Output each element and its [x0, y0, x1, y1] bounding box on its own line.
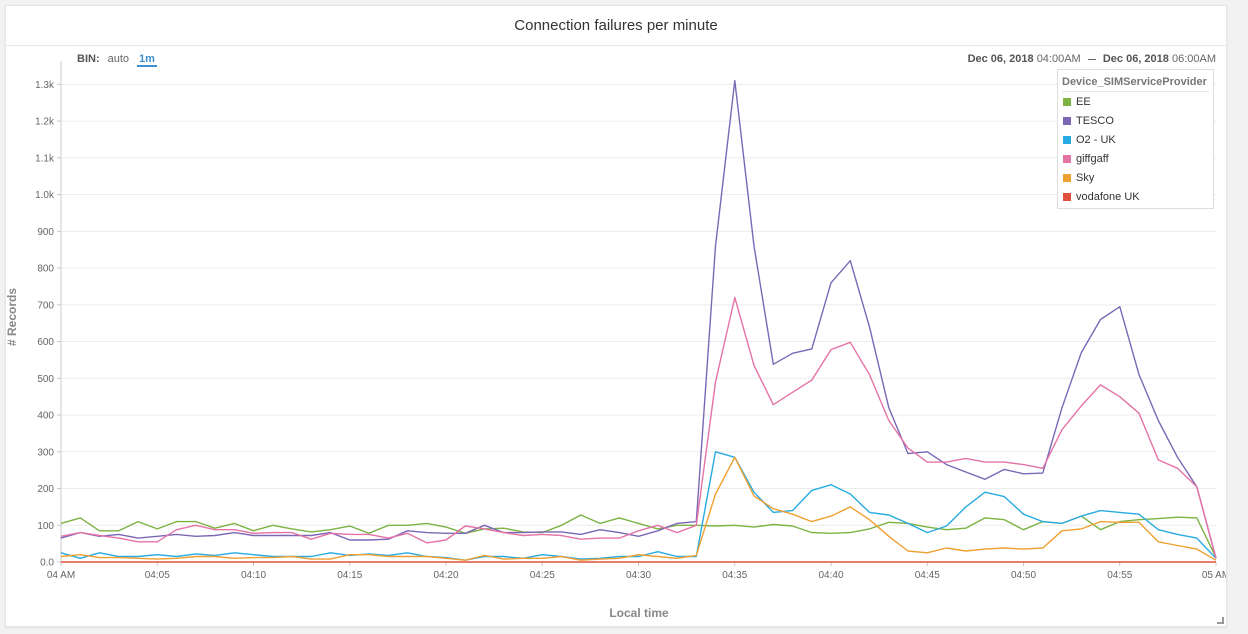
x-axis-label: Local time [609, 606, 669, 620]
bin-option-auto[interactable]: auto [107, 53, 130, 65]
legend-label: O2 - UK [1076, 133, 1116, 146]
y-tick-label: 400 [37, 411, 54, 422]
title-divider [6, 45, 1226, 46]
legend-swatch [1063, 192, 1071, 201]
legend-title: Device_SIMServiceProvider [1062, 76, 1209, 92]
x-tick-label: 04:55 [1107, 570, 1132, 581]
series-line-giffgaff[interactable] [60, 296, 1217, 559]
legend-label: TESCO [1076, 114, 1114, 127]
x-tick-label: 05 AM [1202, 570, 1226, 581]
chart-legend: Device_SIMServiceProvider EE TESCO O2 - … [1057, 69, 1214, 209]
x-tick-label: 04:15 [337, 570, 362, 581]
series-line-o2-uk[interactable] [60, 451, 1217, 561]
y-tick-label: 200 [37, 484, 54, 495]
legend-item-vodafone-uk[interactable]: vodafone UK [1063, 187, 1213, 206]
x-tick-label: 04:35 [722, 570, 747, 581]
y-tick-label: 800 [37, 264, 54, 275]
range-start-date: Dec 06, 2018 [967, 53, 1034, 65]
legend-swatch [1063, 116, 1071, 125]
range-end-time: 06:00AM [1171, 53, 1216, 65]
y-axis-label: # Records [6, 288, 19, 346]
legend-item-ee[interactable]: EE [1063, 92, 1213, 111]
x-tick-label: 04:05 [145, 570, 170, 581]
legend-item-sky[interactable]: Sky [1063, 168, 1213, 187]
line-chart[interactable]: 0.0 100 200 300 400 500 600 700 800 900 1.0k 1.1k 1.… [6, 6, 1226, 626]
legend-label: EE [1076, 95, 1091, 108]
legend-item-o2-uk[interactable]: O2 - UK [1063, 130, 1213, 149]
y-tick-label: 1.2k [35, 117, 55, 128]
legend-label: Sky [1076, 171, 1095, 184]
bin-selector: BIN: auto 1m [77, 53, 157, 67]
y-tick-label: 900 [37, 227, 54, 238]
time-range[interactable]: Dec 06, 2018 04:00AM Dec 06, 2018 06:00A… [968, 53, 1216, 65]
x-tick-label: 04:10 [241, 570, 266, 581]
x-tick-label: 04:20 [433, 570, 458, 581]
x-tick-label: 04 AM [47, 570, 75, 581]
resize-handle[interactable] [1217, 617, 1224, 624]
range-start-time: 04:00AM [1036, 53, 1081, 65]
x-tick-label: 04:40 [818, 570, 843, 581]
series-line-tesco[interactable] [60, 79, 1217, 559]
y-tick-label: 300 [37, 447, 54, 458]
legend-swatch [1063, 173, 1071, 182]
legend-item-giffgaff[interactable]: giffgaff [1063, 149, 1213, 168]
range-separator [1087, 58, 1096, 60]
y-tick-label: 700 [37, 300, 54, 311]
y-tick-label: 1.3k [35, 80, 55, 91]
legend-swatch [1063, 135, 1071, 144]
bin-label: BIN: [77, 53, 100, 65]
legend-label: giffgaff [1076, 152, 1109, 165]
bin-option-1m[interactable]: 1m [137, 53, 157, 67]
series-line-sky[interactable] [60, 456, 1217, 561]
x-tick-label: 04:25 [530, 570, 555, 581]
legend-item-tesco[interactable]: TESCO [1063, 111, 1213, 130]
x-tick-label: 04:45 [915, 570, 940, 581]
x-tick-label: 04:50 [1011, 570, 1036, 581]
y-tick-label: 1.1k [35, 153, 55, 164]
y-tick-label: 1.0k [35, 190, 55, 201]
y-tick-label: 0.0 [40, 558, 54, 569]
y-tick-label: 600 [37, 337, 54, 348]
legend-label: vodafone UK [1076, 190, 1140, 203]
x-tick-label: 04:30 [626, 570, 651, 581]
y-tick-label: 500 [37, 374, 54, 385]
chart-panel: Connection failures per minute BIN: auto… [5, 5, 1227, 627]
legend-swatch [1063, 154, 1071, 163]
y-tick-label: 100 [37, 521, 54, 532]
chart-title: Connection failures per minute [514, 17, 718, 34]
range-end-date: Dec 06, 2018 [1102, 53, 1169, 65]
legend-swatch [1063, 97, 1071, 106]
series-line-ee[interactable] [60, 514, 1217, 558]
